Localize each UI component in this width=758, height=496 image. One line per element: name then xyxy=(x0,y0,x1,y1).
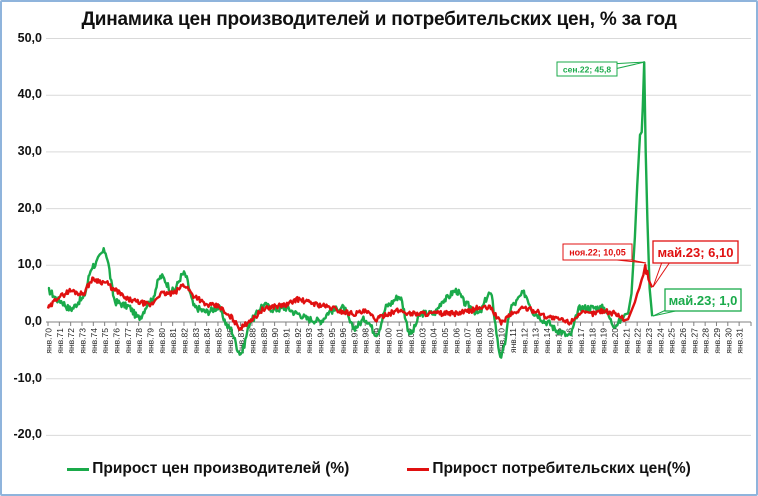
svg-text:янв.18: янв.18 xyxy=(587,328,597,354)
annotation-consumer-may23: май.23; 6,10 xyxy=(652,240,739,288)
legend-swatch-green xyxy=(67,467,90,471)
svg-text:янв.78: янв.78 xyxy=(134,328,144,354)
svg-text:янв.14: янв.14 xyxy=(542,328,552,354)
y-tick-label: -10,0 xyxy=(13,370,43,385)
y-tick-label: 40,0 xyxy=(17,87,42,102)
svg-text:янв.31: янв.31 xyxy=(735,328,745,354)
svg-text:янв.80: янв.80 xyxy=(157,328,167,354)
svg-text:янв.76: янв.76 xyxy=(111,328,121,354)
svg-text:янв.72: янв.72 xyxy=(66,328,76,354)
svg-text:янв.74: янв.74 xyxy=(89,328,99,354)
y-tick-label: 50,0 xyxy=(17,30,42,45)
svg-text:янв.75: янв.75 xyxy=(100,328,110,354)
svg-text:май.23; 6,10: май.23; 6,10 xyxy=(658,245,734,260)
chart-title: Динамика цен производителей и потребител… xyxy=(81,9,677,30)
svg-text:янв.17: янв.17 xyxy=(576,328,586,354)
consumer-price-line xyxy=(46,263,654,332)
svg-text:янв.25: янв.25 xyxy=(667,328,677,354)
svg-text:янв.98: янв.98 xyxy=(361,328,371,354)
svg-text:янв.83: янв.83 xyxy=(191,328,201,354)
svg-text:янв.10: янв.10 xyxy=(497,328,507,354)
y-tick-label: 30,0 xyxy=(17,143,42,158)
svg-text:янв.30: янв.30 xyxy=(723,328,733,354)
legend-item-consumer: Прирост потребительских цен(%) xyxy=(407,460,691,478)
svg-text:янв.05: янв.05 xyxy=(440,328,450,354)
svg-text:янв.22: янв.22 xyxy=(633,328,643,354)
svg-text:янв.91: янв.91 xyxy=(281,328,291,354)
svg-text:янв.96: янв.96 xyxy=(338,328,348,354)
annotation-consumer-peak: ноя.22; 10,05 xyxy=(562,243,647,264)
svg-text:янв.99: янв.99 xyxy=(372,328,382,354)
y-tick-label: 20,0 xyxy=(17,200,42,215)
legend-swatch-red xyxy=(407,467,430,471)
svg-text:янв.24: янв.24 xyxy=(655,328,665,354)
svg-text:янв.95: янв.95 xyxy=(327,328,337,354)
x-axis: янв.70 янв.71 янв.72 янв.73 янв.74 янв.75 янв.… xyxy=(44,321,752,354)
svg-text:сен.22; 45,8: сен.22; 45,8 xyxy=(563,65,611,75)
svg-text:янв.20: янв.20 xyxy=(610,328,620,354)
svg-text:янв.03: янв.03 xyxy=(417,328,427,354)
svg-text:янв.21: янв.21 xyxy=(621,328,631,354)
svg-text:янв.16: янв.16 xyxy=(565,328,575,354)
svg-text:янв.92: янв.92 xyxy=(293,328,303,354)
svg-text:янв.19: янв.19 xyxy=(599,328,609,354)
svg-text:янв.02: янв.02 xyxy=(406,328,416,354)
svg-text:янв.09: янв.09 xyxy=(485,328,495,354)
svg-text:янв.08: янв.08 xyxy=(474,328,484,354)
svg-text:янв.15: янв.15 xyxy=(553,328,563,354)
legend-item-producer: Прирост цен производителей (%) xyxy=(67,460,349,478)
svg-text:янв.07: янв.07 xyxy=(463,328,473,354)
annotation-producer-may23: май.23; 1,0 xyxy=(652,288,742,317)
svg-text:янв.73: янв.73 xyxy=(77,328,87,354)
svg-text:янв.29: янв.29 xyxy=(712,328,722,354)
svg-text:янв.12: янв.12 xyxy=(519,328,529,354)
svg-text:янв.28: янв.28 xyxy=(701,328,711,354)
svg-text:янв.26: янв.26 xyxy=(678,328,688,354)
svg-text:янв.27: янв.27 xyxy=(689,328,699,354)
svg-text:янв.79: янв.79 xyxy=(145,328,155,354)
svg-text:янв.77: янв.77 xyxy=(123,328,133,354)
svg-text:янв.81: янв.81 xyxy=(168,328,178,354)
legend-label-consumer: Прирост потребительских цен(%) xyxy=(432,460,691,477)
y-tick-label: 0,0 xyxy=(24,314,42,328)
svg-text:янв.70: янв.70 xyxy=(44,328,54,354)
svg-text:янв.94: янв.94 xyxy=(315,328,325,354)
svg-text:янв.84: янв.84 xyxy=(202,328,212,354)
legend-label-producer: Прирост цен производителей (%) xyxy=(92,460,350,477)
svg-text:янв.11: янв.11 xyxy=(508,328,518,353)
svg-text:янв.90: янв.90 xyxy=(270,328,280,354)
svg-text:янв.82: янв.82 xyxy=(179,328,189,354)
svg-text:май.23; 1,0: май.23; 1,0 xyxy=(669,293,738,308)
svg-text:янв.23: янв.23 xyxy=(644,328,654,354)
svg-text:ноя.22; 10,05: ноя.22; 10,05 xyxy=(569,248,626,258)
annotation-producer-peak: сен.22; 45,8 xyxy=(556,61,646,77)
y-tick-label: 10,0 xyxy=(17,257,42,272)
svg-text:янв.13: янв.13 xyxy=(531,328,541,354)
svg-text:янв.97: янв.97 xyxy=(349,328,359,354)
svg-text:янв.06: янв.06 xyxy=(451,328,461,354)
svg-text:янв.87: янв.87 xyxy=(236,328,246,354)
y-tick-label: -20,0 xyxy=(13,427,43,442)
svg-text:янв.04: янв.04 xyxy=(429,328,439,354)
svg-text:янв.01: янв.01 xyxy=(395,328,405,354)
svg-text:янв.88: янв.88 xyxy=(247,328,257,354)
svg-text:янв.89: янв.89 xyxy=(259,328,269,354)
svg-text:янв.86: янв.86 xyxy=(225,328,235,354)
svg-text:янв.71: янв.71 xyxy=(55,328,65,354)
svg-text:янв.93: янв.93 xyxy=(304,328,314,354)
chart-legend: Прирост цен производителей (%) Прирост п… xyxy=(0,460,758,478)
svg-text:янв.00: янв.00 xyxy=(383,328,393,354)
svg-text:янв.85: янв.85 xyxy=(213,328,223,354)
